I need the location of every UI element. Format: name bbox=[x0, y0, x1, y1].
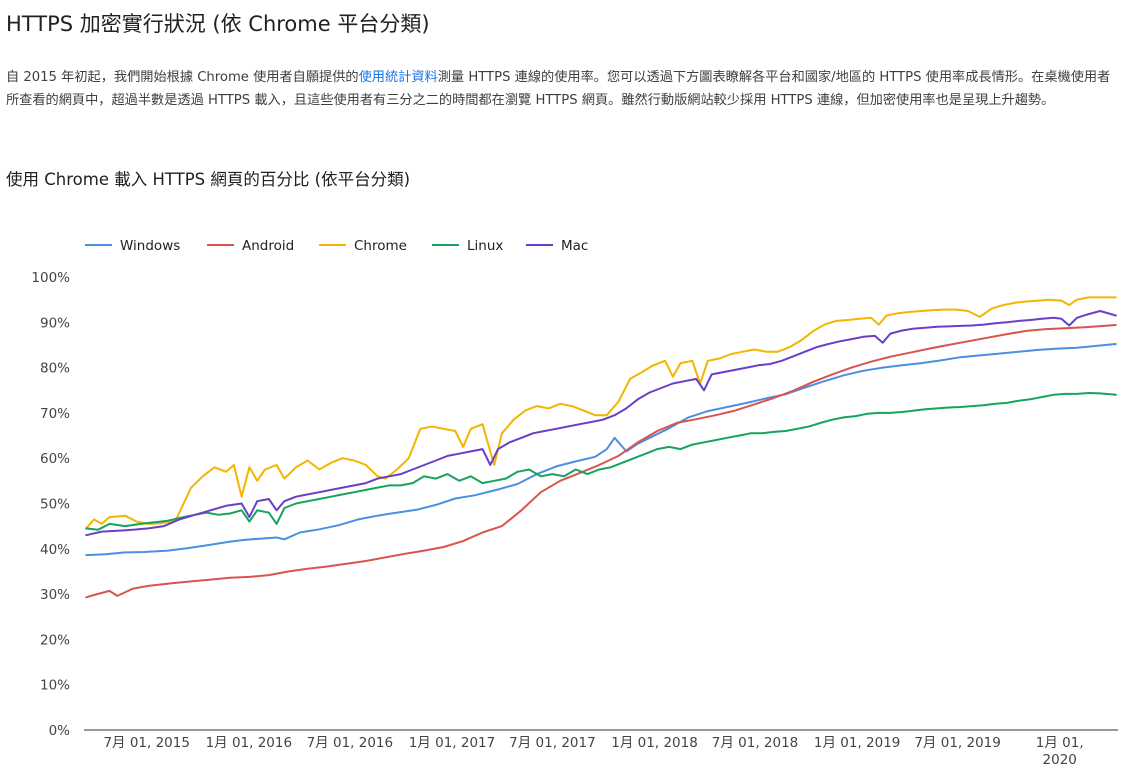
x-tick-label: 7月 01, 2015 bbox=[103, 735, 190, 751]
y-tick-label: 0% bbox=[49, 723, 71, 739]
y-tick-label: 90% bbox=[40, 315, 70, 331]
y-tick-label: 20% bbox=[40, 632, 70, 648]
y-tick-label: 70% bbox=[40, 406, 70, 422]
y-tick-label: 40% bbox=[40, 542, 70, 558]
series-line-mac bbox=[85, 310, 1117, 537]
y-tick-label: 80% bbox=[40, 361, 70, 377]
legend-label-mac: Mac bbox=[561, 238, 588, 254]
series-line-linux bbox=[85, 392, 1117, 531]
x-tick-label: 1月 01, 2018 bbox=[611, 735, 698, 751]
chart-title: 使用 Chrome 載入 HTTPS 網頁的百分比 (依平台分類) bbox=[6, 170, 411, 189]
series-line-windows bbox=[85, 343, 1117, 557]
x-tick-label: 7月 01, 2018 bbox=[712, 735, 799, 751]
x-tick-label: 7月 01, 2017 bbox=[509, 735, 596, 751]
x-tick-label: 1月 01, 2016 bbox=[206, 735, 293, 751]
y-tick-label: 30% bbox=[40, 587, 70, 603]
y-tick-label: 10% bbox=[40, 678, 70, 694]
intro-text-start: 自 2015 年初起，我們開始根據 Chrome 使用者自願提供的 bbox=[6, 70, 359, 85]
x-tick-label: 1月 01, 2019 bbox=[814, 735, 901, 751]
intro-paragraph: 自 2015 年初起，我們開始根據 Chrome 使用者自願提供的使用統計資料測… bbox=[6, 66, 1111, 112]
legend-label-windows: Windows bbox=[120, 238, 180, 254]
legend-label-chrome: Chrome bbox=[354, 238, 407, 254]
page-title: HTTPS 加密實行狀況 (依 Chrome 平台分類) bbox=[6, 12, 430, 36]
series-line-android bbox=[85, 324, 1117, 599]
usage-statistics-link[interactable]: 使用統計資料 bbox=[358, 70, 438, 85]
x-tick-label: 7月 01, 2016 bbox=[307, 735, 394, 751]
y-tick-label: 100% bbox=[31, 270, 70, 286]
chart-legend: Windows Android Chrome Linux Mac bbox=[85, 238, 588, 254]
legend-label-android: Android bbox=[242, 238, 294, 254]
y-tick-label: 50% bbox=[40, 497, 70, 513]
x-tick-label: 7月 01, 2019 bbox=[914, 735, 1001, 751]
x-tick-label: 1月 01, 2017 bbox=[409, 735, 496, 751]
y-tick-label: 60% bbox=[40, 451, 70, 467]
legend-label-linux: Linux bbox=[467, 238, 503, 254]
series-line-chrome bbox=[85, 296, 1117, 530]
x-tick-label: 1月 01, 2020 bbox=[1036, 735, 1084, 768]
intro-text-end: 測量 HTTPS 連線的使用率。您可以透過下方圖表瞭解各平台和國家/地區的 HT… bbox=[6, 70, 1111, 108]
